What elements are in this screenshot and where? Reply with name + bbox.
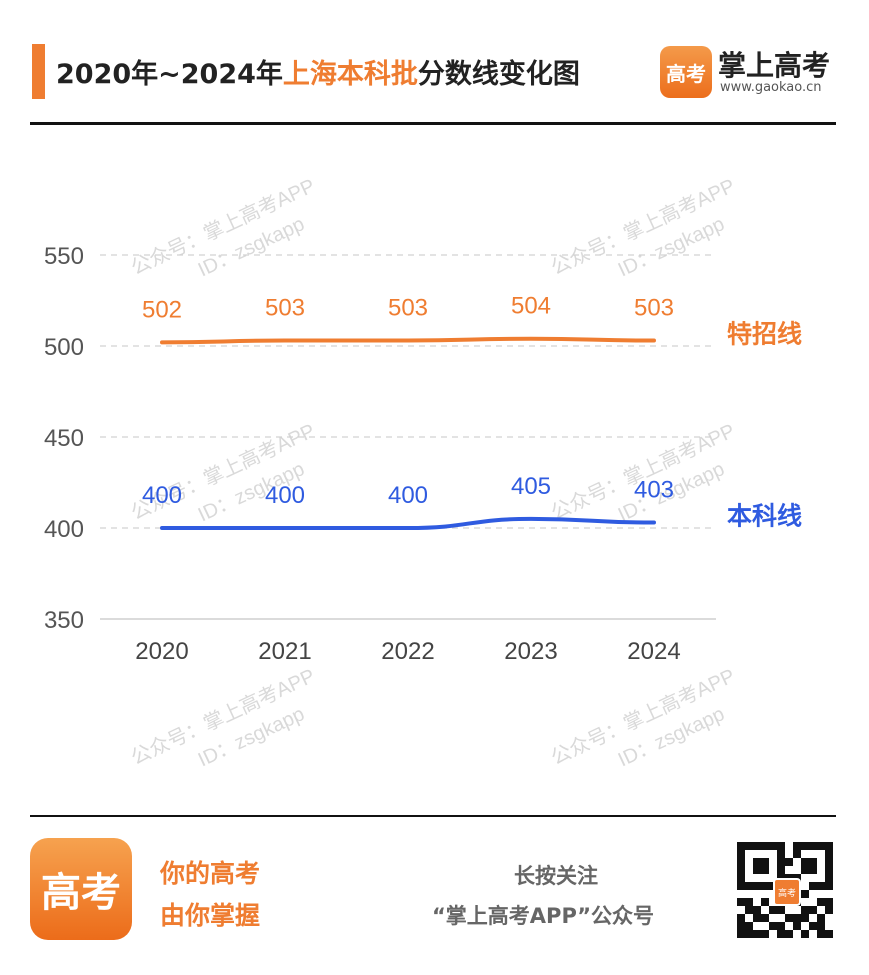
qr-center-logo-icon: 高考 xyxy=(773,878,801,906)
title-suffix: 分数线变化图 xyxy=(417,59,580,90)
x-tick-label: 2021 xyxy=(258,638,311,665)
header-divider xyxy=(30,122,836,125)
series-line xyxy=(160,516,656,531)
x-tick-label: 2024 xyxy=(627,638,680,665)
y-tick-label: 350 xyxy=(44,607,84,634)
data-label: 400 xyxy=(142,482,182,509)
follow-line-2: “掌上高考APP”公众号 xyxy=(432,904,655,928)
data-label: 400 xyxy=(265,482,305,509)
data-label: 502 xyxy=(142,296,182,323)
y-tick-label: 400 xyxy=(44,516,84,543)
x-tick-label: 2022 xyxy=(381,638,434,665)
title-highlight: 上海本科批 xyxy=(282,59,418,90)
title-prefix: 2020年~2024年 xyxy=(56,59,283,90)
legend-label: 本科线 xyxy=(727,502,802,531)
follow-line-1: 长按关注 xyxy=(514,864,598,888)
title-accent-bar xyxy=(32,44,45,99)
data-label: 503 xyxy=(634,295,674,322)
footer-divider xyxy=(30,815,836,817)
page-title: 2020年~2024年上海本科批分数线变化图 xyxy=(56,52,580,91)
data-label: 400 xyxy=(388,482,428,509)
data-label: 503 xyxy=(388,295,428,322)
legend-label: 特招线 xyxy=(727,320,802,349)
data-label: 403 xyxy=(634,477,674,504)
y-tick-label: 450 xyxy=(44,425,84,452)
slogan-line-2: 由你掌握 xyxy=(160,901,261,930)
footer-logo-icon: 高考 xyxy=(30,838,132,940)
brand-logo-icon: 高考 xyxy=(660,46,712,98)
y-tick-label: 500 xyxy=(44,334,84,361)
x-tick-label: 2023 xyxy=(504,638,557,665)
brand-name: 掌上高考 xyxy=(718,49,831,82)
data-label: 503 xyxy=(265,295,305,322)
y-tick-label: 550 xyxy=(44,243,84,270)
x-tick-label: 2020 xyxy=(135,638,188,665)
brand-url: www.gaokao.cn xyxy=(720,80,822,95)
data-label: 504 xyxy=(511,293,551,320)
slogan-line-1: 你的高考 xyxy=(160,859,261,888)
data-label: 405 xyxy=(511,473,551,500)
